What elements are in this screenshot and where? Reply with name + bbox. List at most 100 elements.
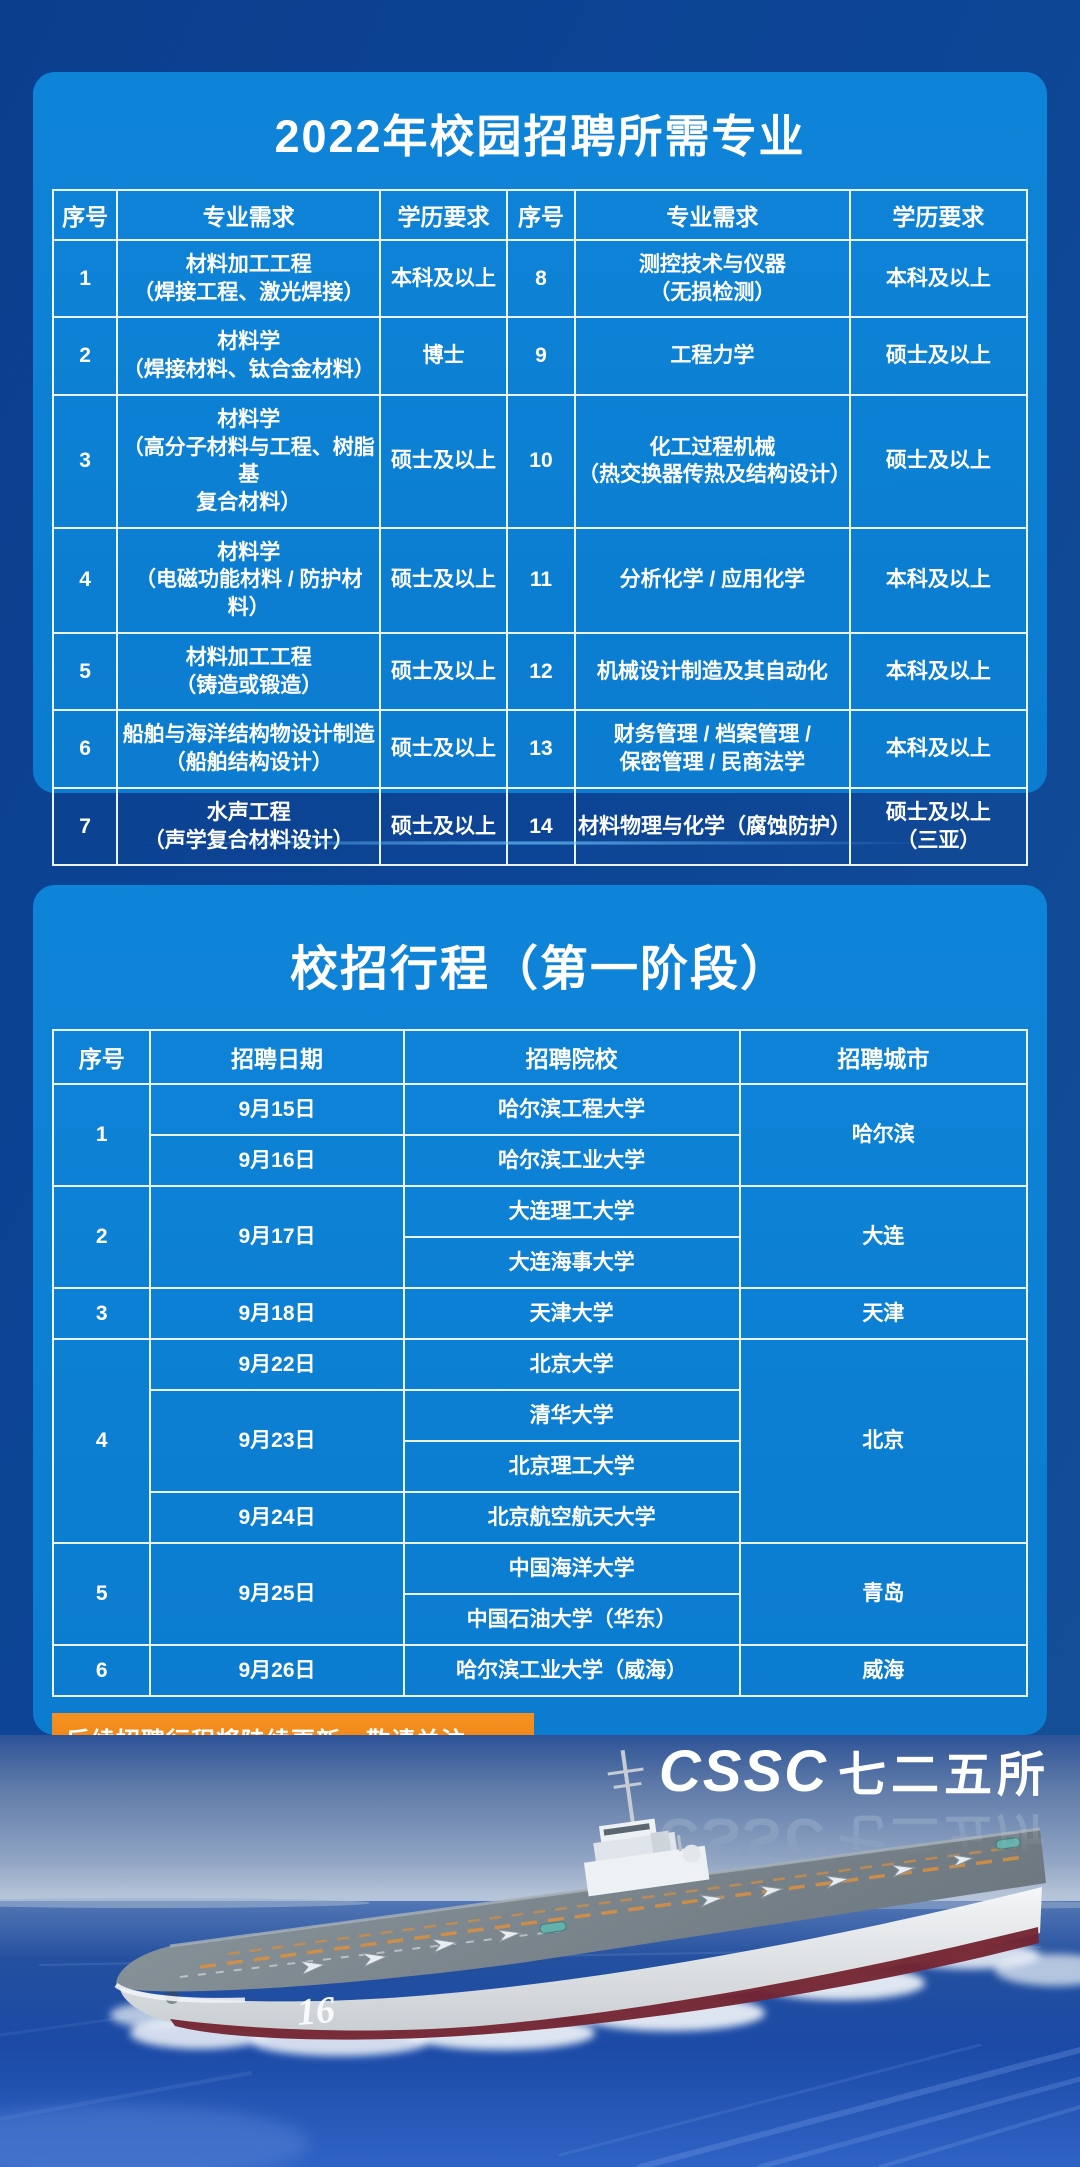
table-cell: 本科及以上 bbox=[848, 631, 1029, 712]
table-row: 5 材料加工工程 （铸造或锻造） 硕士及以上 12 机械设计制造及其自动化 本科及以上 bbox=[51, 631, 1029, 712]
shallow-water-patch bbox=[0, 2105, 310, 2167]
column-header: 序号 bbox=[51, 1029, 152, 1085]
header-row: 序号 招聘日期 招聘院校 招聘城市 bbox=[51, 1029, 1029, 1085]
table-cell: 2 bbox=[51, 316, 119, 396]
table-cell: 财务管理 / 档案管理 / 保密管理 / 民商法学 bbox=[574, 709, 851, 789]
helicopters-on-deck bbox=[539, 1837, 1021, 1934]
table-cell: 天津大学 bbox=[402, 1287, 741, 1340]
table-cell: 8 bbox=[505, 238, 577, 319]
schedule-table: 序号 招聘日期 招聘院校 招聘城市 1 9月15日 哈尔滨工程大学 哈尔滨 9月16日 哈尔滨工业… bbox=[51, 1029, 1029, 1697]
table-cell: 硕士及以上 bbox=[848, 393, 1029, 529]
table-row: 3 材料学 （高分子材料与工程、树脂基 复合材料） 硕士及以上 10 化工过程机械 （热… bbox=[51, 393, 1029, 529]
table-cell: 中国石油大学（华东） bbox=[402, 1593, 741, 1646]
flight-deck bbox=[115, 1829, 1047, 1992]
table-cell: 工程力学 bbox=[574, 316, 851, 396]
table-cell: 10 bbox=[505, 393, 577, 529]
cssc-logo: CSSC 七二五所 bbox=[659, 1743, 1050, 1801]
table-cell: 哈尔滨工程大学 bbox=[402, 1083, 741, 1136]
table-cell: 5 bbox=[51, 631, 119, 712]
table-cell: 材料学 （电磁功能材料 / 防护材料） bbox=[116, 526, 382, 634]
table-cell: 硕士及以上 bbox=[379, 709, 508, 789]
table-cell: 9月22日 bbox=[149, 1338, 405, 1391]
table-cell: 船舶与海洋结构物设计制造 （船舶结构设计） bbox=[116, 709, 382, 789]
table-cell: 机械设计制造及其自动化 bbox=[574, 631, 851, 712]
table-cell: 本科及以上 bbox=[848, 238, 1029, 319]
schedule-panel: 校招行程（第一阶段） 序号 招聘日期 招聘院校 招聘城市 1 9月15日 哈尔滨工程大学 哈尔… bbox=[33, 885, 1047, 1766]
carrier-island bbox=[583, 1749, 710, 1897]
table-row: 6 船舶与海洋结构物设计制造 （船舶结构设计） 硕士及以上 13 财务管理 / 档案管理… bbox=[51, 709, 1029, 789]
table-cell: 博士 bbox=[379, 316, 508, 396]
hull-number: 16 bbox=[295, 1989, 337, 2034]
table-cell: 哈尔滨 bbox=[738, 1083, 1029, 1187]
table-cell: 本科及以上 bbox=[379, 238, 508, 319]
table-cell: 4 bbox=[51, 1338, 152, 1544]
table-cell: 北京航空航天大学 bbox=[402, 1491, 741, 1544]
cssc-logo-reflection: CSSC 七二五所 bbox=[658, 1806, 1050, 1871]
column-header: 学历要求 bbox=[379, 189, 508, 241]
table-cell: 大连理工大学 bbox=[402, 1185, 741, 1238]
table-cell: 9月24日 bbox=[149, 1491, 405, 1544]
table-row: 9月23日 清华大学 bbox=[53, 1389, 1027, 1493]
table-cell: 材料学 （高分子材料与工程、树脂基 复合材料） bbox=[116, 393, 382, 529]
table-cell: 青岛 bbox=[738, 1542, 1029, 1646]
table-cell: 2 bbox=[51, 1185, 152, 1289]
table-cell: 威海 bbox=[738, 1644, 1029, 1697]
table-cell: 3 bbox=[51, 1287, 152, 1340]
column-header: 招聘日期 bbox=[149, 1029, 405, 1085]
table-cell: 4 bbox=[51, 526, 119, 634]
column-header: 专业需求 bbox=[574, 189, 851, 241]
table-cell: 天津 bbox=[738, 1287, 1029, 1340]
table-cell: 北京理工大学 bbox=[402, 1440, 741, 1493]
table-cell: 大连 bbox=[738, 1185, 1029, 1289]
column-header: 序号 bbox=[51, 189, 119, 241]
majors-table: 序号 专业需求 学历要求 序号 专业需求 学历要求 1 材料加工工程 （焊接工程、激光焊接）本… bbox=[51, 189, 1029, 867]
table-row: 2 材料学 （焊接材料、钛合金材料） 博士 9 工程力学 硕士及以上 bbox=[51, 316, 1029, 396]
table-cell: 中国海洋大学 bbox=[402, 1542, 741, 1595]
table-cell: 9月16日 bbox=[149, 1134, 405, 1187]
table-cell: 硕士及以上 （三亚） bbox=[848, 786, 1029, 867]
schedule-title: 校招行程（第一阶段） bbox=[289, 943, 790, 996]
table-cell: 6 bbox=[51, 1644, 152, 1697]
majors-title: 2022年校园招聘所需专业 bbox=[274, 111, 806, 162]
table-row: 4 材料学 （电磁功能材料 / 防护材料） 硕士及以上 11 分析化学 / 应用化学 本科… bbox=[51, 526, 1029, 634]
table-cell: 水声工程 （声学复合材料设计） bbox=[116, 786, 382, 867]
table-row: 5 9月25日 中国海洋大学 青岛 bbox=[51, 1542, 1029, 1646]
majors-table-wrap: 序号 专业需求 学历要求 序号 专业需求 学历要求 1 材料加工工程 （焊接工程、激光焊接）本… bbox=[33, 189, 1047, 867]
column-header: 招聘院校 bbox=[402, 1029, 741, 1085]
deck-edge-highlight bbox=[114, 1982, 246, 2003]
table-row: 9月16日 哈尔滨工业大学 bbox=[53, 1134, 1027, 1187]
table-cell: 6 bbox=[51, 709, 119, 789]
table-cell: 9月25日 bbox=[149, 1542, 405, 1646]
table-cell: 分析化学 / 应用化学 bbox=[574, 526, 851, 634]
table-cell: 1 bbox=[51, 1083, 152, 1187]
table-cell: 硕士及以上 bbox=[379, 631, 508, 712]
table-cell: 12 bbox=[505, 631, 577, 712]
table-cell: 9月18日 bbox=[149, 1287, 405, 1340]
table-cell: 材料加工工程 （铸造或锻造） bbox=[116, 631, 382, 712]
table-cell: 硕士及以上 bbox=[848, 316, 1029, 396]
column-header: 专业需求 bbox=[116, 189, 382, 241]
table-cell: 硕士及以上 bbox=[379, 786, 508, 867]
table-cell: 9月23日 bbox=[149, 1389, 405, 1493]
carrier-hull bbox=[120, 1887, 1042, 2034]
carrier-illustration: 16 bbox=[0, 1735, 1080, 2167]
table-cell: 9 bbox=[505, 316, 577, 396]
table-row: 1 材料加工工程 （焊接工程、激光焊接） 本科及以上 8 测控技术与仪器 （无损检测）本… bbox=[51, 238, 1029, 319]
table-row: 中国石油大学（华东） bbox=[53, 1593, 1027, 1646]
jets-on-deck bbox=[299, 1854, 975, 1976]
deck-markings bbox=[179, 1845, 1025, 1978]
table-cell: 化工过程机械 （热交换器传热及结构设计） bbox=[574, 393, 851, 529]
cssc-logo-text: CSSC bbox=[658, 1739, 828, 1804]
table-row: 2 9月17日 大连理工大学 大连 bbox=[51, 1185, 1029, 1289]
table-cell: 7 bbox=[51, 786, 119, 867]
table-cell: 哈尔滨工业大学 bbox=[402, 1134, 741, 1187]
table-cell: 哈尔滨工业大学（威海） bbox=[402, 1644, 741, 1697]
table-cell: 3 bbox=[51, 393, 119, 529]
table-row: 3 9月18日 天津大学 天津 bbox=[51, 1287, 1029, 1340]
table-cell: 9月15日 bbox=[149, 1083, 405, 1136]
table-cell: 清华大学 bbox=[402, 1389, 741, 1442]
header-row: 序号 专业需求 学历要求 序号 专业需求 学历要求 bbox=[51, 189, 1029, 241]
carrier-photo: 16 CSSC 七二五所 CSSC 七二五所 bbox=[0, 1735, 1080, 2167]
table-cell: 9月26日 bbox=[149, 1644, 405, 1697]
table-row: 9月24日 北京航空航天大学 bbox=[53, 1491, 1027, 1544]
